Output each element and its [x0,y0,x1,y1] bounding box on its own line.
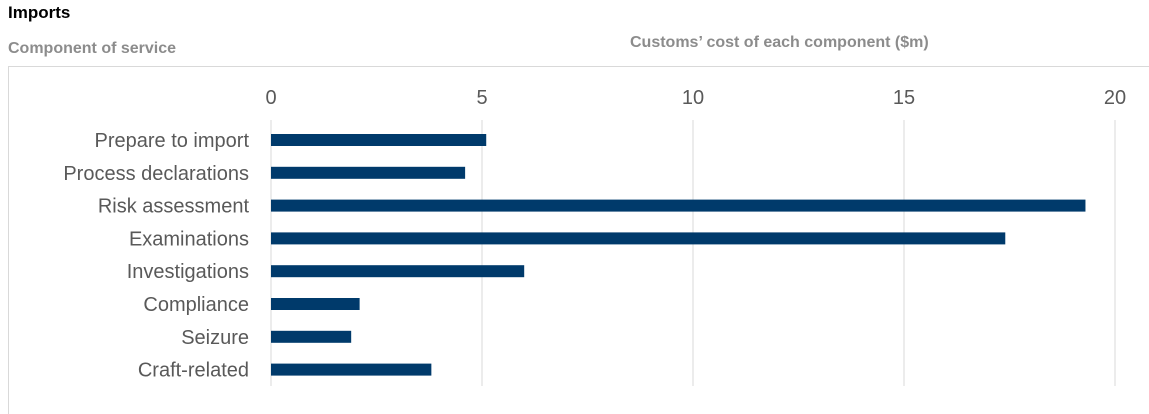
bar [271,134,487,146]
category-label: Craft-related [138,360,249,382]
category-labels: Prepare to import Process declarations Ris… [63,130,249,382]
bar [271,199,1086,212]
gridlines [270,120,1116,386]
bar [271,232,1006,245]
category-label: Examinations [129,228,249,250]
cost-header: Customs’ cost of each component ($m) [630,34,929,51]
bar [271,298,360,310]
x-tick-label: 0 [265,87,276,109]
chart-title: Imports [8,3,71,22]
bar [271,265,525,278]
x-tick-labels: 0 5 10 15 20 [265,87,1126,109]
component-header: Component of service [8,40,177,57]
bar [271,363,432,376]
category-label: Investigations [127,261,249,283]
category-label: Seizure [181,327,249,349]
bars [271,134,1086,376]
category-label: Risk assessment [98,196,250,218]
bar [271,330,352,343]
x-tick-label: 20 [1104,87,1126,109]
category-label: Compliance [143,294,249,316]
x-tick-label: 15 [893,87,915,109]
category-label: Prepare to import [94,130,249,152]
x-tick-label: 10 [682,87,704,109]
x-tick-label: 5 [476,87,487,109]
category-label: Process declarations [63,163,249,185]
frame-left-border [8,66,9,414]
frame-top-border [8,66,1149,67]
bar [271,166,466,179]
